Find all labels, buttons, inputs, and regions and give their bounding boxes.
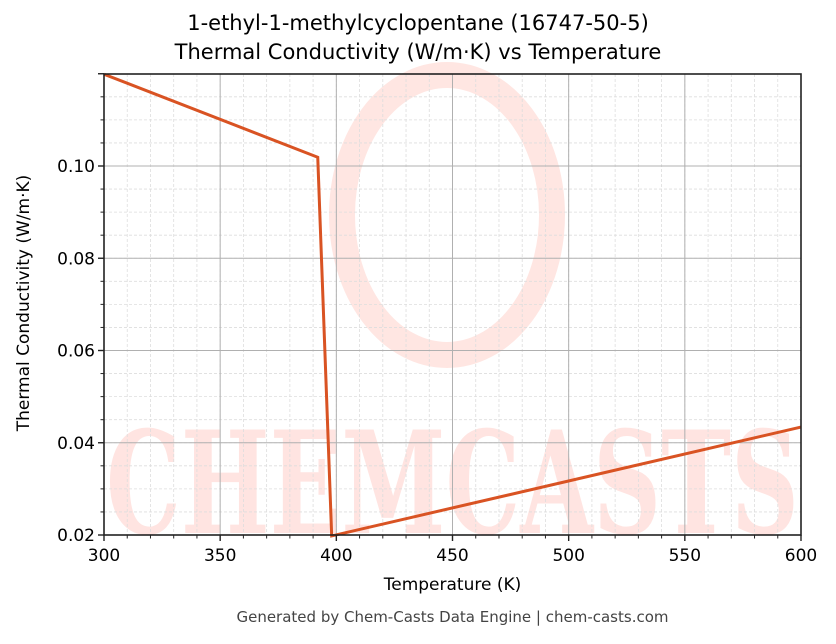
x-tick-label: 450	[436, 546, 468, 566]
chart-title: 1-ethyl-1-methylcyclopentane (16747-50-5…	[187, 11, 649, 35]
y-tick-label: 0.10	[57, 157, 95, 177]
y-tick-label: 0.06	[57, 342, 95, 362]
x-tick-label: 500	[552, 546, 584, 566]
x-tick-label: 600	[785, 546, 817, 566]
x-tick-label: 550	[669, 546, 701, 566]
x-tick-label: 350	[204, 546, 236, 566]
data-line-0	[103, 72, 802, 538]
x-tick-label: 300	[88, 546, 120, 566]
y-axis-label: Thermal Conductivity (W/m·K)	[14, 174, 34, 432]
chart-subtitle: Thermal Conductivity (W/m·K) vs Temperat…	[174, 40, 662, 64]
footer-credit: Generated by Chem-Casts Data Engine | ch…	[236, 608, 669, 626]
y-tick-label: 0.04	[57, 434, 95, 454]
y-tick-label: 0.08	[57, 249, 95, 269]
y-tick-label: 0.02	[57, 526, 95, 546]
x-tick-label: 400	[320, 546, 352, 566]
x-axis-label: Temperature (K)	[383, 575, 522, 595]
